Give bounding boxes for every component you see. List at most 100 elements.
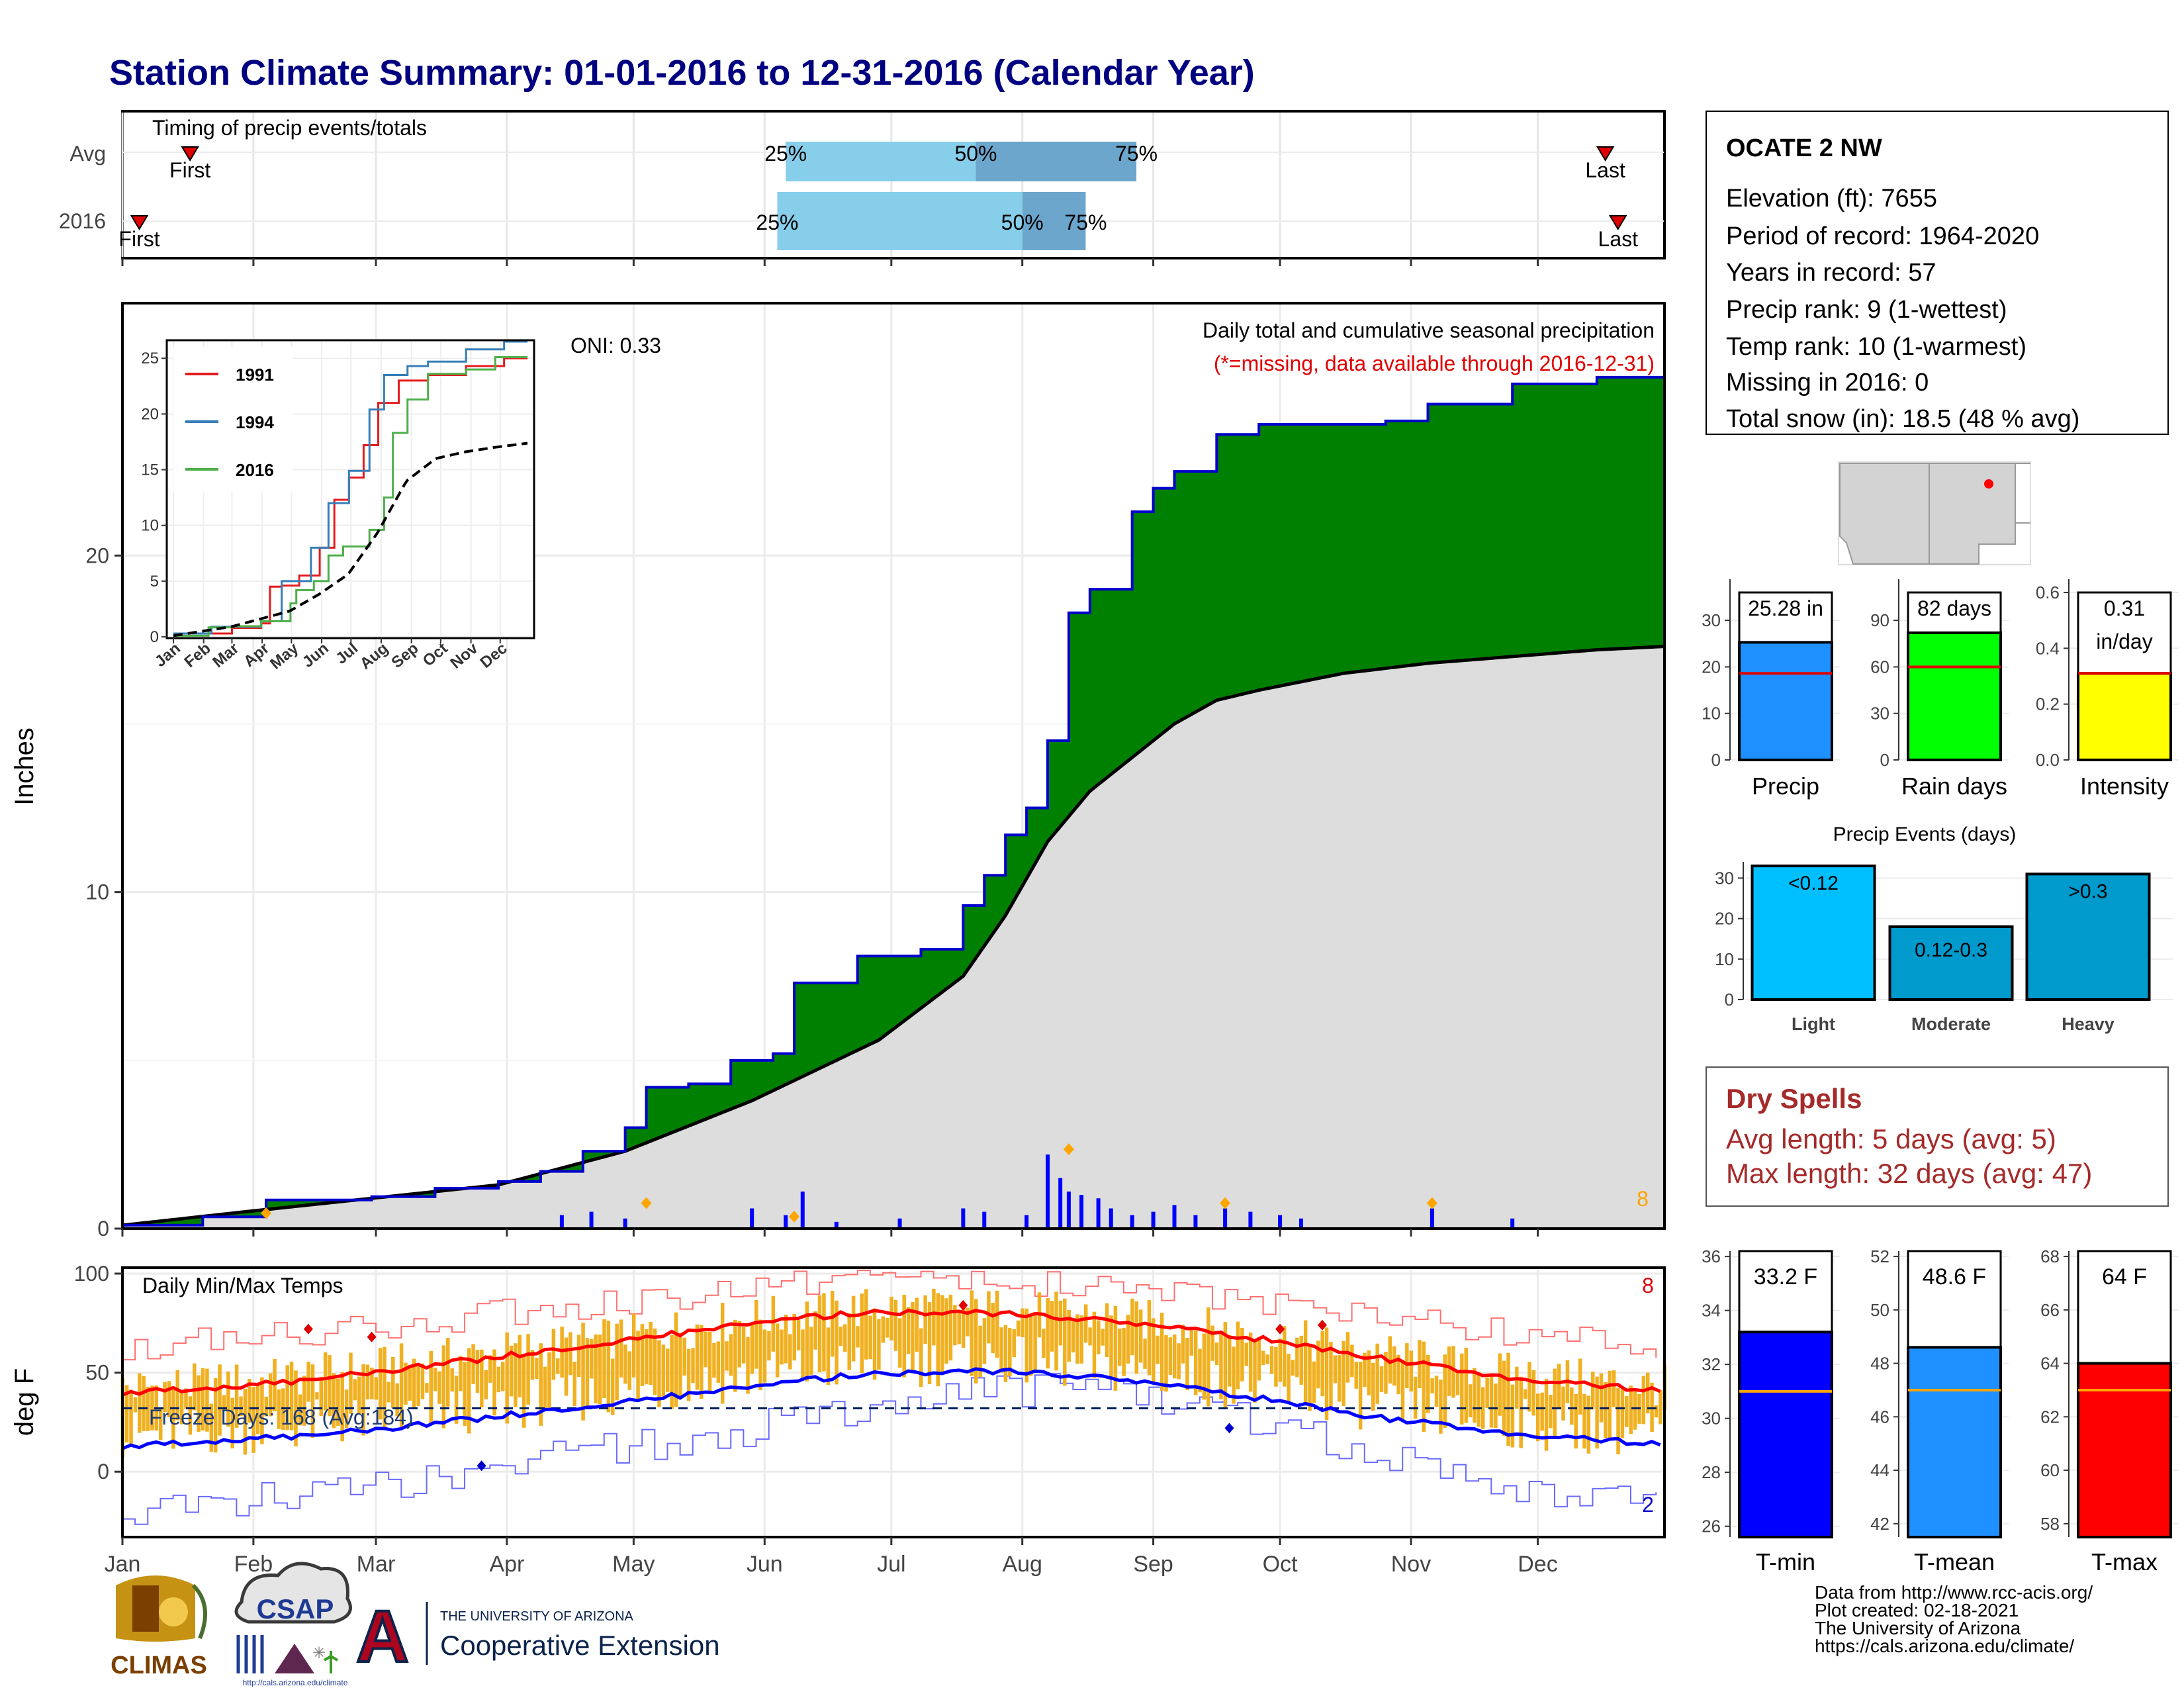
temp-range-bar <box>1430 1378 1434 1393</box>
temp-summary-y-tick-label: 60 <box>2040 1460 2060 1480</box>
summary-y-tick-label: 0.4 <box>2036 638 2060 658</box>
y2016-last-label: Last <box>1598 227 1639 251</box>
temp-range-bar <box>1109 1315 1113 1380</box>
temp-summary-y-tick-label: 26 <box>1702 1517 1721 1536</box>
inset-y-tick-label-1: 5 <box>150 573 159 590</box>
temp-range-bar <box>720 1303 725 1404</box>
temp-range-bar <box>1185 1338 1189 1390</box>
csap-logo-text: CSAP <box>257 1593 334 1624</box>
temp-range-bar <box>1079 1315 1084 1364</box>
temp-range-bar <box>1561 1386 1565 1421</box>
temp-range-bar <box>657 1340 661 1407</box>
temp-range-bar <box>1531 1370 1536 1416</box>
temp-range-bar <box>627 1351 632 1390</box>
daily-precip-bar-6 <box>834 1221 839 1229</box>
temp-range-bar <box>1227 1335 1232 1387</box>
temp-range-bar <box>425 1383 429 1393</box>
temp-range-bar <box>826 1327 831 1385</box>
precip-y-tick-label-0: 0 <box>97 1217 109 1241</box>
inset-legend-1991: 1991 <box>236 365 274 385</box>
month-label-mar: Mar <box>357 1552 396 1577</box>
inset-average-line <box>173 442 528 637</box>
temp-range-bar <box>1502 1360 1506 1436</box>
temp-title: Daily Min/Max Temps <box>142 1274 343 1297</box>
daily-precip-bar-11 <box>1046 1154 1050 1229</box>
page-title: Station Climate Summary: 01-01-2016 to 1… <box>109 53 1255 93</box>
temp-range-bar <box>437 1371 441 1404</box>
temp-range-bar <box>441 1345 446 1429</box>
temp-range-bar <box>1299 1335 1304 1385</box>
temp-range-bar <box>1274 1346 1278 1387</box>
temp-range-bar <box>383 1346 387 1430</box>
temp-range-bar <box>1287 1354 1291 1401</box>
inset-y-tick-label-3: 15 <box>141 461 159 479</box>
temp-range-bar <box>264 1396 269 1417</box>
daily-precip-bar-26 <box>1510 1218 1515 1229</box>
temp-range-bar <box>572 1362 577 1407</box>
temp-range-bar <box>1033 1315 1037 1373</box>
temp-summary-y-tick-label: 68 <box>2040 1246 2060 1266</box>
temp-range-bar <box>289 1361 294 1430</box>
temp-range-bar <box>923 1295 927 1344</box>
temp-range-bar <box>399 1343 404 1429</box>
daily-precip-bar-16 <box>1109 1208 1113 1229</box>
temp-range-bar <box>175 1370 179 1421</box>
temp-range-bar <box>737 1321 741 1368</box>
temp-summary-t-mean: 42 44 46 48 50 52 48.6 F T-mean <box>1870 1246 2009 1575</box>
record-max-step-line <box>122 1270 1657 1361</box>
temp-range-bar <box>357 1376 361 1414</box>
temp-range-bar <box>585 1338 590 1409</box>
precip-frame <box>121 302 1666 1230</box>
temp-range-bar <box>665 1348 670 1392</box>
temp-range-bar <box>1400 1360 1405 1421</box>
temp-range-bar <box>974 1299 978 1383</box>
temp-range-bar <box>906 1307 911 1354</box>
temp-range-bar <box>864 1289 868 1360</box>
temp-range-bar <box>150 1385 154 1430</box>
temp-summary-y-tick-label: 32 <box>1702 1354 1721 1374</box>
temp-range-bar <box>467 1348 471 1434</box>
climas-logo-text: CLIMAS <box>111 1652 207 1679</box>
temp-frame <box>121 1266 1666 1538</box>
summary-y-tick-label: 20 <box>1702 657 1721 677</box>
temp-range-bar <box>1278 1338 1283 1382</box>
temp-range-bar <box>133 1397 138 1413</box>
temp-range-bar <box>1021 1308 1024 1338</box>
temp-range-bar <box>1118 1329 1122 1366</box>
temp-range-bar <box>1257 1337 1261 1381</box>
temp-range-bar <box>1269 1346 1274 1374</box>
station-name: OCATE 2 NW <box>1726 134 1882 162</box>
climas-logo: CLIMAS <box>111 1575 207 1679</box>
temp-range-bar <box>953 1305 957 1346</box>
temp-range-bar <box>674 1312 678 1407</box>
temp-range-bar <box>328 1355 332 1417</box>
temp-range-bar <box>138 1373 142 1433</box>
station-temp-rank: Temp rank: 10 (1-warmest) <box>1726 333 2026 361</box>
temp-range-bar <box>188 1396 193 1435</box>
locator-map <box>1838 461 2031 565</box>
oni-label: ONI: 0.33 <box>570 334 661 357</box>
credit-url: https://cals.arizona.edu/climate/ <box>1815 1636 2074 1656</box>
temp-range-bar <box>1549 1395 1553 1429</box>
temp-range-bar <box>1063 1298 1067 1386</box>
temp-range-bar <box>623 1344 627 1384</box>
temp-range-bar <box>1003 1325 1008 1382</box>
daily-precip-bar-8 <box>961 1208 966 1229</box>
temp-range-bar <box>526 1334 530 1405</box>
temp-range-bar <box>1599 1373 1604 1423</box>
temp-range-bar <box>505 1332 509 1424</box>
temp-range-bar <box>1523 1389 1527 1399</box>
temp-range-bar <box>1625 1395 1629 1427</box>
temp-range-bar <box>1160 1312 1164 1391</box>
temp-range-bar <box>1168 1337 1173 1375</box>
ua-block-a-icon: A <box>356 1596 408 1677</box>
daily-precip-bar-4 <box>784 1215 788 1229</box>
temp-range-bar <box>851 1295 856 1362</box>
temp-summary-y-tick-label: 34 <box>1702 1301 1721 1321</box>
temp-range-bar <box>1358 1362 1363 1430</box>
temp-range-bar <box>700 1325 704 1399</box>
temp-record-marker-4 <box>1317 1319 1327 1331</box>
temp-range-bar <box>420 1363 425 1399</box>
temp-range-bar <box>813 1311 817 1350</box>
summary-y-tick-label: 0.2 <box>2036 694 2060 714</box>
